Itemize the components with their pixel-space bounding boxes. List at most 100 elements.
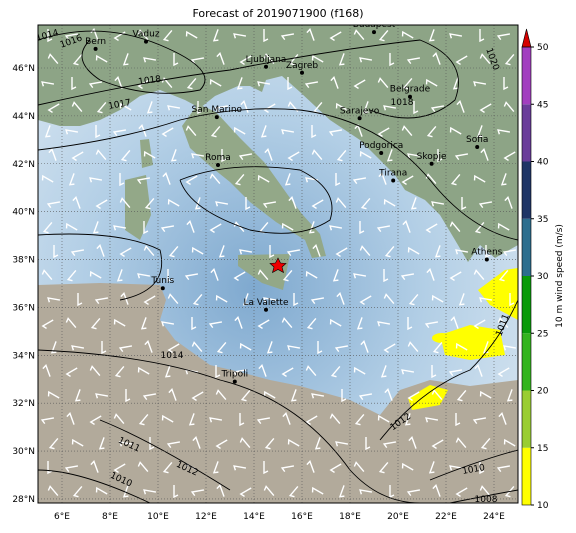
wind-barb (143, 489, 157, 495)
wind-barb (281, 129, 295, 135)
colorbar-tick-label: 40 (537, 158, 549, 168)
wind-barb (192, 436, 201, 449)
wind-barb (377, 127, 390, 138)
wind-barb (53, 245, 59, 259)
wind-barb (221, 149, 227, 163)
wind-barb (161, 77, 173, 89)
wind-barb (95, 393, 109, 399)
wind-barb (496, 465, 511, 473)
wind-barb (504, 485, 515, 498)
lat-tick-label: 46°N (12, 64, 35, 74)
wind-barb (479, 29, 485, 43)
wind-barb (434, 245, 441, 258)
wind-barb (264, 437, 275, 450)
wind-barb (506, 389, 513, 402)
wind-barb (215, 294, 228, 303)
wind-barb (161, 414, 174, 423)
lon-tick-label: 14°E (243, 512, 265, 522)
wind-barb (186, 220, 195, 233)
colorbar-segment (522, 276, 531, 334)
isobar-label: 1018 (138, 74, 162, 87)
land-europe (38, 25, 518, 262)
city-marker (264, 307, 268, 312)
wind-barb (406, 57, 421, 65)
wind-barb (358, 393, 373, 401)
wind-barb (50, 341, 57, 354)
wind-barb (449, 221, 461, 233)
wind-barb (380, 365, 387, 378)
wind-barb (112, 129, 127, 137)
wind-barb (140, 317, 147, 330)
wind-barb (41, 174, 54, 183)
wind-barb (383, 198, 396, 207)
wind-barb (64, 33, 79, 41)
city-label: San Marino (192, 105, 243, 115)
wind-barb (143, 295, 156, 306)
wind-barb (167, 269, 173, 283)
wind-barb (77, 293, 83, 307)
wind-barb (239, 249, 253, 255)
wind-barb (426, 268, 435, 281)
colorbar-segment (522, 447, 531, 505)
wind-barb (167, 343, 180, 354)
wind-barb (407, 246, 420, 255)
wind-barb (432, 52, 441, 65)
wind-barb (353, 461, 365, 473)
wind-barb (269, 245, 275, 259)
wind-barb (407, 153, 421, 159)
wind-barb (383, 269, 389, 283)
wind-barbs (40, 28, 517, 499)
wind-barb (473, 319, 486, 330)
isobar-label: 1018 (391, 98, 414, 108)
wind-barb (215, 389, 227, 401)
wind-barb (496, 33, 511, 41)
wind-barb (498, 412, 507, 425)
wind-barb (311, 149, 323, 161)
wind-barb (353, 29, 365, 41)
wind-barb (137, 366, 150, 375)
wind-barb (317, 341, 323, 355)
wind-barb (143, 57, 157, 63)
wind-barb (352, 177, 367, 185)
city-marker (391, 178, 396, 183)
wind-barb (353, 366, 366, 375)
city-label: Podgorica (359, 141, 403, 151)
wind-barb (290, 389, 297, 402)
wind-barb (425, 417, 439, 423)
wind-barb (71, 438, 84, 447)
wind-barb (472, 417, 487, 425)
wind-barb (359, 150, 372, 159)
wind-barb (310, 297, 325, 305)
wind-barb (210, 125, 221, 138)
colorbar-segment (522, 333, 531, 391)
wind-barb (401, 125, 413, 137)
wind-barb (383, 105, 397, 111)
wind-barb (143, 221, 149, 235)
wind-barb (425, 173, 437, 185)
wind-barb (113, 413, 125, 425)
wind-barb (116, 269, 123, 282)
wind-barb (479, 297, 493, 303)
wind-barb (47, 485, 59, 497)
wind-barb (209, 223, 222, 234)
wind-barb (74, 389, 81, 402)
wind-barb (40, 417, 55, 425)
wind-barb (287, 151, 300, 162)
lat-tick-label: 42°N (12, 160, 35, 170)
wind-barb (288, 485, 299, 498)
colorbar-segment (522, 104, 531, 162)
wind-barb (454, 153, 469, 161)
wind-barb (146, 101, 153, 114)
wind-barb (311, 486, 324, 495)
wind-barb (479, 103, 492, 114)
isobar-label: 1010 (462, 463, 487, 477)
lat-tick-label: 34°N (12, 351, 35, 361)
wind-barb (160, 225, 175, 233)
wind-barb (41, 319, 54, 330)
wind-barb (209, 417, 223, 423)
city-marker (429, 161, 434, 166)
city-label: Roma (205, 153, 231, 163)
wind-barb (170, 149, 177, 162)
wind-barb (47, 53, 59, 65)
wind-barb (329, 225, 343, 231)
